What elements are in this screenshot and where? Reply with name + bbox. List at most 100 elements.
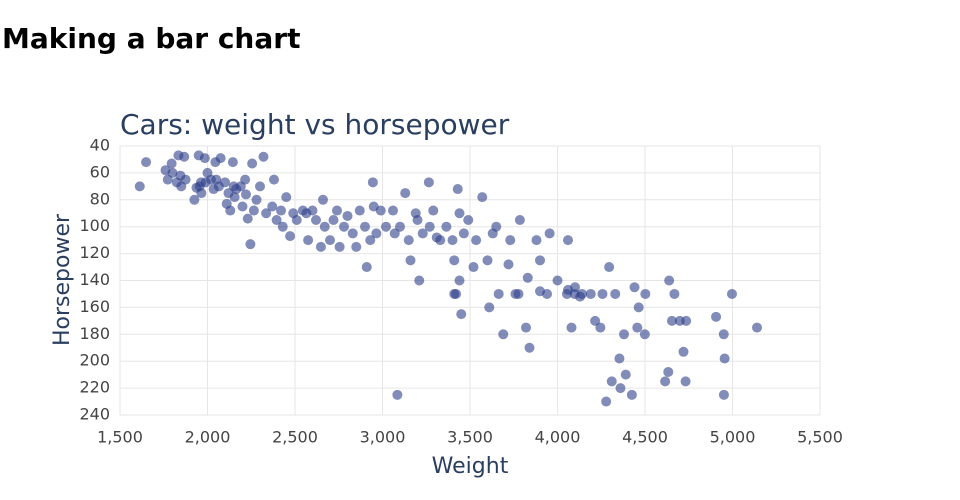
point bbox=[577, 288, 587, 299]
point bbox=[640, 288, 651, 299]
point bbox=[334, 241, 345, 252]
point bbox=[610, 288, 621, 299]
point bbox=[484, 302, 495, 313]
point bbox=[718, 329, 729, 340]
point bbox=[196, 188, 207, 199]
point bbox=[633, 302, 644, 313]
point bbox=[141, 157, 152, 168]
y-tick-label: 100 bbox=[79, 216, 110, 235]
point bbox=[392, 389, 403, 400]
point bbox=[449, 255, 460, 266]
point bbox=[351, 241, 362, 252]
point bbox=[189, 194, 200, 205]
point bbox=[669, 288, 680, 299]
x-tick-label: 3,000 bbox=[360, 428, 406, 447]
x-tick-label: 5,000 bbox=[710, 428, 756, 447]
point bbox=[227, 157, 238, 168]
point bbox=[245, 239, 256, 250]
point bbox=[441, 221, 452, 232]
point bbox=[261, 208, 272, 219]
y-tick-label: 180 bbox=[79, 324, 110, 343]
point bbox=[276, 205, 286, 216]
point bbox=[524, 342, 535, 353]
point bbox=[229, 192, 240, 203]
point bbox=[447, 235, 458, 246]
point bbox=[389, 228, 400, 239]
point bbox=[726, 288, 737, 299]
point bbox=[531, 235, 542, 246]
point bbox=[498, 329, 509, 340]
point bbox=[414, 275, 425, 286]
point bbox=[452, 184, 463, 195]
point bbox=[347, 228, 358, 239]
point bbox=[563, 235, 573, 246]
point bbox=[513, 288, 524, 299]
point bbox=[471, 235, 482, 246]
point bbox=[424, 221, 435, 232]
point bbox=[179, 151, 190, 162]
point bbox=[435, 235, 446, 246]
point bbox=[629, 282, 640, 293]
point bbox=[678, 346, 689, 357]
x-tick-label: 4,500 bbox=[622, 428, 668, 447]
point bbox=[405, 255, 416, 266]
point bbox=[597, 288, 608, 299]
point bbox=[339, 221, 349, 232]
point bbox=[566, 322, 577, 333]
point bbox=[585, 288, 596, 299]
y-tick-label: 40 bbox=[90, 136, 110, 155]
point bbox=[412, 214, 423, 225]
point bbox=[619, 329, 629, 340]
point bbox=[318, 194, 328, 205]
point bbox=[505, 235, 516, 246]
point bbox=[463, 214, 474, 225]
point bbox=[367, 177, 378, 188]
y-tick-label: 240 bbox=[79, 405, 110, 424]
point bbox=[237, 201, 248, 212]
point bbox=[291, 214, 302, 225]
point bbox=[711, 311, 722, 322]
y-tick-label: 140 bbox=[79, 270, 110, 289]
point bbox=[535, 255, 545, 266]
point bbox=[281, 192, 292, 203]
point bbox=[269, 174, 279, 185]
point bbox=[354, 205, 365, 216]
point bbox=[251, 194, 262, 205]
point bbox=[604, 262, 615, 273]
point bbox=[307, 205, 318, 216]
point bbox=[514, 214, 525, 225]
point bbox=[375, 205, 386, 216]
point bbox=[491, 221, 502, 232]
point bbox=[342, 210, 353, 221]
chart-title: Cars: weight vs horsepower bbox=[120, 108, 510, 141]
point bbox=[328, 214, 339, 225]
y-axis-title: Horsepower bbox=[50, 213, 75, 346]
point bbox=[614, 353, 625, 364]
point bbox=[248, 205, 259, 216]
point bbox=[199, 153, 210, 164]
point bbox=[403, 235, 414, 246]
point bbox=[569, 288, 580, 299]
point bbox=[428, 205, 439, 216]
point bbox=[247, 158, 258, 169]
point bbox=[615, 383, 626, 394]
point bbox=[315, 241, 326, 252]
point bbox=[680, 376, 691, 387]
x-tick-label: 1,500 bbox=[97, 428, 143, 447]
point bbox=[388, 205, 398, 216]
y-tick-label: 160 bbox=[79, 297, 110, 316]
y-tick-label: 220 bbox=[79, 378, 110, 397]
point bbox=[482, 255, 493, 266]
point bbox=[240, 174, 251, 185]
point bbox=[325, 235, 335, 246]
point bbox=[361, 262, 372, 273]
y-tick-label: 80 bbox=[90, 189, 110, 208]
x-tick-label: 2,000 bbox=[185, 428, 231, 447]
point bbox=[423, 177, 434, 188]
point bbox=[258, 151, 269, 162]
point bbox=[371, 228, 382, 239]
point bbox=[365, 235, 376, 246]
point bbox=[606, 376, 617, 387]
point bbox=[167, 167, 178, 178]
